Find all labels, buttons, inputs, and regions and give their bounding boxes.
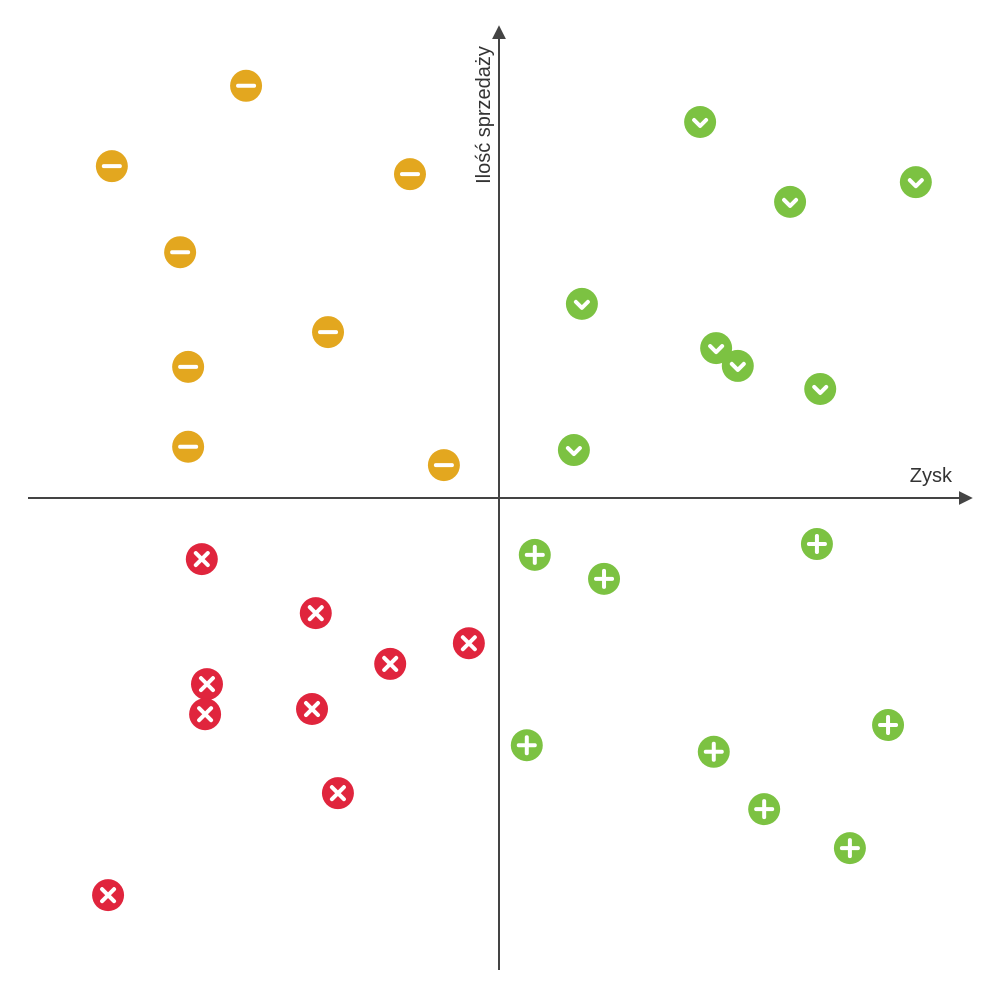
x-axis-label: Zysk — [910, 465, 953, 487]
point — [185, 543, 218, 576]
point — [393, 158, 426, 191]
point — [510, 729, 543, 762]
point — [700, 332, 733, 365]
point — [748, 793, 781, 826]
point — [697, 735, 730, 768]
point — [164, 236, 197, 269]
point — [804, 372, 837, 405]
point — [374, 647, 407, 680]
point — [588, 562, 621, 595]
point — [721, 349, 754, 382]
point — [299, 597, 332, 630]
point — [565, 287, 598, 320]
point — [518, 538, 551, 571]
point — [833, 832, 866, 865]
point — [684, 106, 717, 138]
point — [872, 709, 905, 742]
point — [312, 316, 345, 349]
point — [172, 430, 205, 463]
point — [296, 693, 329, 726]
point — [557, 434, 590, 467]
point — [321, 777, 354, 810]
point — [189, 698, 222, 731]
point — [190, 668, 223, 701]
point — [95, 150, 128, 183]
point — [899, 166, 932, 199]
point — [774, 185, 807, 218]
y-axis-label: Ilość sprzedaży — [473, 46, 495, 184]
point — [800, 528, 833, 561]
point — [427, 449, 460, 482]
point — [172, 350, 205, 383]
point — [92, 879, 125, 912]
point — [452, 627, 485, 660]
point — [230, 69, 263, 102]
